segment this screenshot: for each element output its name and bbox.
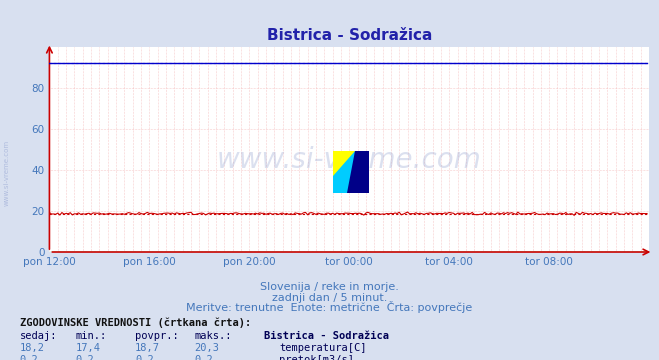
Text: sedaj:: sedaj: [20, 332, 57, 342]
Polygon shape [333, 151, 355, 176]
Text: ZGODOVINSKE VREDNOSTI (črtkana črta):: ZGODOVINSKE VREDNOSTI (črtkana črta): [20, 317, 251, 328]
Text: www.si-vreme.com: www.si-vreme.com [217, 146, 482, 174]
Text: 0,2: 0,2 [135, 355, 154, 360]
Text: temperatura[C]: temperatura[C] [279, 343, 367, 354]
Text: min.:: min.: [76, 332, 107, 342]
Polygon shape [347, 151, 369, 193]
Text: Bistrica - Sodražica: Bistrica - Sodražica [264, 332, 389, 342]
Text: 0,2: 0,2 [194, 355, 213, 360]
Text: maks.:: maks.: [194, 332, 232, 342]
Text: zadnji dan / 5 minut.: zadnji dan / 5 minut. [272, 293, 387, 303]
Text: 18,7: 18,7 [135, 343, 160, 354]
Text: pretok[m3/s]: pretok[m3/s] [279, 355, 355, 360]
Text: 18,2: 18,2 [20, 343, 45, 354]
Text: www.si-vreme.com: www.si-vreme.com [3, 140, 10, 206]
Title: Bistrica - Sodražica: Bistrica - Sodražica [267, 28, 432, 43]
Text: 17,4: 17,4 [76, 343, 101, 354]
Text: 0,2: 0,2 [76, 355, 94, 360]
Text: 0,2: 0,2 [20, 355, 38, 360]
Text: Meritve: trenutne  Enote: metrične  Črta: povprečje: Meritve: trenutne Enote: metrične Črta: … [186, 301, 473, 314]
Text: 20,3: 20,3 [194, 343, 219, 354]
Text: Slovenija / reke in morje.: Slovenija / reke in morje. [260, 282, 399, 292]
Text: povpr.:: povpr.: [135, 332, 179, 342]
